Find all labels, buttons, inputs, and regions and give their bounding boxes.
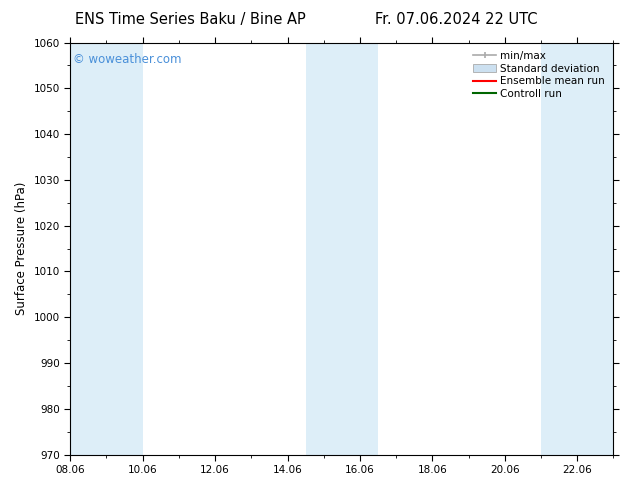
Bar (306, 43, 378, 455)
Legend: min/max, Standard deviation, Ensemble mean run, Controll run: min/max, Standard deviation, Ensemble me… (469, 47, 609, 103)
Title: ENS Time Series Baku / Bine AP        Fr. 07.06.2024 22 UTC: ENS Time Series Baku / Bine AP Fr. 07.06… (0, 489, 1, 490)
Bar (70, 43, 143, 455)
Text: Fr. 07.06.2024 22 UTC: Fr. 07.06.2024 22 UTC (375, 12, 538, 27)
Text: ENS Time Series Baku / Bine AP: ENS Time Series Baku / Bine AP (75, 12, 306, 27)
Y-axis label: Surface Pressure (hPa): Surface Pressure (hPa) (15, 182, 28, 315)
Text: © woweather.com: © woweather.com (73, 53, 181, 66)
Bar (541, 43, 614, 455)
